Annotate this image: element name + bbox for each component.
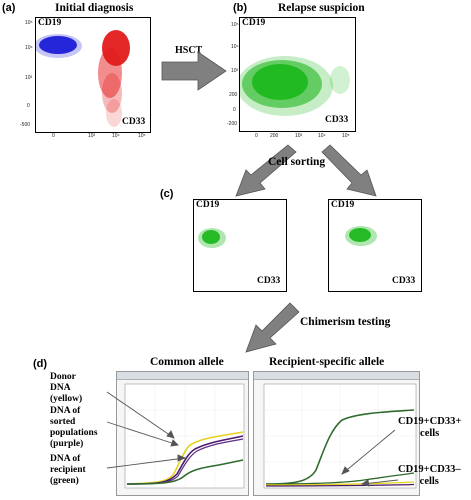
panel-b-xtick: 0	[255, 133, 258, 139]
window-titlebar	[117, 372, 248, 380]
blue-population	[36, 34, 82, 58]
cell-sorting-label: Cell sorting	[268, 156, 326, 168]
cd19-cd33-positive-annotation: CD19+CD33+ cells	[398, 416, 462, 439]
cd19-cd33-negative-annotation: CD19+CD33– cells	[398, 464, 461, 487]
panel-a-ytick: 10⁵	[25, 20, 33, 26]
panel-b-flow-plot	[239, 17, 356, 132]
panel-b-xtick: 10⁵	[342, 133, 350, 139]
panel-b-cd19-label: CD19	[242, 18, 266, 28]
panel-b-ytick: 10⁴	[231, 44, 239, 50]
panel-b-ytick: 200	[229, 92, 238, 98]
panel-a-ytick: 0	[27, 103, 30, 109]
chimerism-testing-label: Chimerism testing	[300, 316, 391, 328]
panel-b-letter: (b)	[233, 2, 248, 14]
hsct-label: HSCT	[175, 45, 203, 56]
panel-c-right-cd33-label: CD33	[392, 276, 416, 286]
panel-a-ytick: 10⁴	[25, 45, 33, 51]
panel-a-cd19-label: CD19	[38, 18, 62, 28]
curve-green	[126, 459, 244, 485]
curve-purple-flat	[265, 483, 415, 487]
panel-d-letter: (d)	[33, 358, 48, 370]
common-allele-pcr-window	[116, 371, 249, 496]
chimerism-arrow-icon	[245, 302, 300, 353]
panel-a-ytick: 10³	[25, 75, 33, 81]
panel-d-left-title: Common allele	[150, 356, 224, 368]
panel-a-scatter	[36, 30, 130, 127]
sorting-arrow-left-icon	[235, 144, 297, 197]
panel-b-xtick: 200	[270, 133, 279, 139]
panel-a-flow-plot	[35, 17, 151, 133]
panel-a-title: Initial diagnosis	[55, 2, 134, 14]
sorting-arrow-right-icon	[321, 144, 377, 197]
panel-b-xtick: 10⁴	[318, 133, 326, 139]
recipient-dna-annotation: DNA of recipient (green)	[50, 454, 86, 486]
panel-a-letter: (a)	[2, 2, 16, 14]
panel-b-ytick: 10⁵	[231, 22, 239, 28]
panel-a-xtick: 10³	[88, 133, 96, 139]
panel-a-xtick: 10⁵	[138, 133, 146, 139]
panel-c-left-flow-plot	[193, 199, 287, 292]
panel-c-left-scatter	[198, 228, 226, 248]
panel-c-left-cd33-label: CD33	[257, 276, 281, 286]
panel-b-ytick: -200	[227, 121, 238, 127]
curve-green-high	[265, 409, 415, 485]
panel-b-title: Relapse suspicion	[278, 2, 365, 14]
panel-c-letter: (c)	[160, 188, 174, 200]
panel-b-xtick: 10³	[295, 133, 303, 139]
sorted-dna-annotation: DNA of sorted populations (purple)	[50, 406, 98, 449]
green-population	[240, 56, 350, 116]
red-population	[98, 30, 130, 127]
panel-a-ytick: -500	[20, 122, 31, 128]
panel-c-left-cd19-label: CD19	[196, 200, 220, 210]
panel-d-right-title: Recipient-specific allele	[269, 356, 385, 368]
panel-c-right-scatter	[345, 226, 377, 246]
panel-b-cd33-label: CD33	[325, 115, 349, 125]
panel-c-right-cd19-label: CD19	[331, 200, 355, 210]
panel-b-ytick: 10³	[231, 68, 239, 74]
window-titlebar	[254, 372, 419, 380]
panel-b-scatter	[240, 56, 350, 116]
panel-a-xtick: 10⁴	[112, 133, 120, 139]
curve-yellow-flat	[265, 481, 415, 486]
donor-dna-annotation: Donor DNA (yellow)	[50, 372, 83, 404]
panel-b-ytick: 0	[233, 107, 236, 113]
panel-a-cd33-label: CD33	[122, 117, 146, 127]
panel-a-xtick: 0	[52, 133, 55, 139]
hsct-arrow-icon	[161, 51, 227, 91]
recipient-allele-pcr-window	[253, 371, 420, 496]
recipient-allele-curves	[263, 383, 417, 489]
common-allele-curves	[124, 383, 245, 489]
panel-c-right-flow-plot	[328, 199, 422, 292]
